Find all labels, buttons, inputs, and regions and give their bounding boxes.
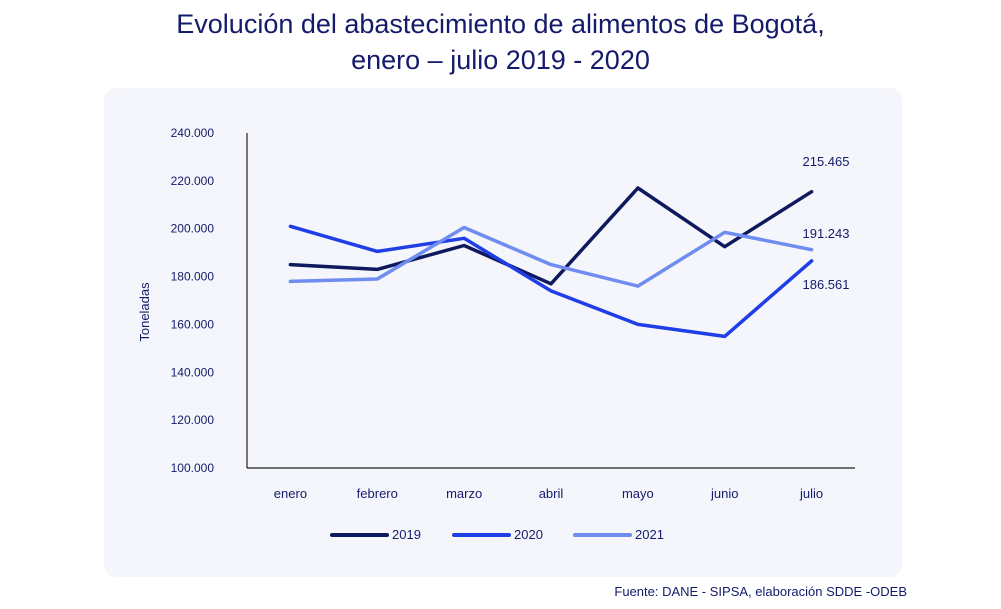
chart-title: Evolución del abastecimiento de alimento…	[0, 6, 1001, 78]
legend-label-2020: 2020	[514, 527, 543, 542]
source-note: Fuente: DANE - SIPSA, elaboración SDDE -…	[614, 584, 907, 599]
x-tick-label: mayo	[622, 486, 654, 501]
y-tick-label: 160.000	[171, 317, 215, 331]
y-tick-label: 220.000	[171, 174, 215, 188]
chart-title-line-2: enero – julio 2019 - 2020	[351, 45, 650, 75]
y-tick-label: 200.000	[171, 222, 215, 236]
y-tick-label: 180.000	[171, 270, 215, 284]
y-tick-label: 240.000	[171, 126, 215, 140]
x-tick-label: enero	[274, 486, 307, 501]
legend-label-2021: 2021	[635, 527, 664, 542]
series-line-2019	[288, 186, 814, 286]
x-tick-label: marzo	[446, 486, 482, 501]
data-label-2021: 191.243	[803, 226, 850, 241]
y-tick-label: 120.000	[171, 413, 215, 427]
x-tick-label: febrero	[357, 486, 398, 501]
series-line-2021	[288, 225, 814, 288]
y-axis-title: Toneladas	[137, 282, 152, 342]
legend-label-2019: 2019	[392, 527, 421, 542]
y-tick-label: 140.000	[171, 365, 215, 379]
y-tick-label: 100.000	[171, 461, 215, 475]
x-tick-label: julio	[799, 486, 823, 501]
x-tick-label: junio	[710, 486, 738, 501]
chart-title-line-1: Evolución del abastecimiento de alimento…	[176, 9, 825, 39]
data-label-2020: 186.561	[803, 277, 850, 292]
series-line-2020	[288, 224, 814, 339]
chart-panel	[104, 88, 902, 577]
data-label-2019: 215.465	[803, 154, 850, 169]
x-tick-label: abril	[539, 486, 564, 501]
